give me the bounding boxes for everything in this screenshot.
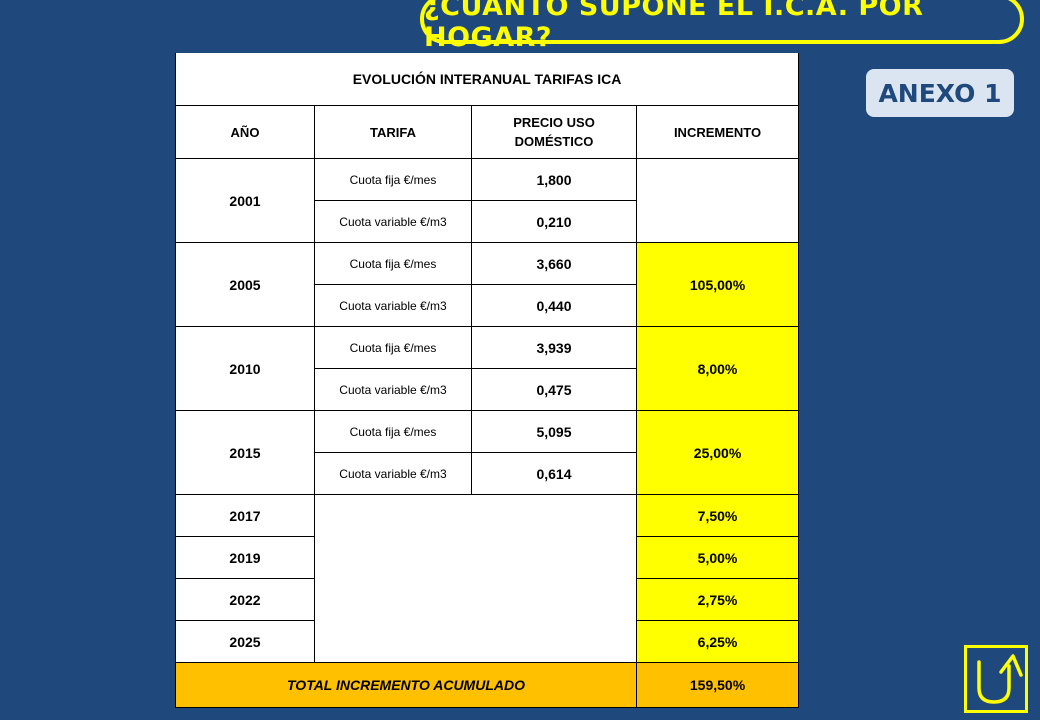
year-cell: 2025 — [175, 620, 315, 663]
tariff-variable-label: Cuota variable €/m3 — [314, 452, 472, 495]
price-variable: 0,475 — [471, 368, 637, 411]
tariff-variable-label: Cuota variable €/m3 — [314, 200, 472, 243]
increment-cell: 105,00% — [635, 242, 800, 327]
header-price-line1: PRECIO USO — [513, 115, 595, 130]
price-variable: 0,210 — [471, 200, 637, 243]
header-year: AÑO — [175, 105, 315, 159]
year-cell: 2005 — [175, 242, 315, 327]
price-variable: 0,440 — [471, 284, 637, 327]
header-price: PRECIO USO DOMÉSTICO — [471, 105, 637, 159]
total-label: TOTAL INCREMENTO ACUMULADO — [175, 662, 637, 708]
annex-badge: ANEXO 1 — [866, 69, 1014, 117]
tariff-fixed-label: Cuota fija €/mes — [314, 158, 472, 201]
total-value: 159,50% — [635, 662, 800, 708]
table-title: EVOLUCIÓN INTERANUAL TARIFAS ICA — [174, 53, 800, 106]
tariff-table: EVOLUCIÓN INTERANUAL TARIFAS ICA AÑO TAR… — [174, 53, 800, 708]
slide-title: ¿CUÁNTO SUPONE EL I.C.A. POR HOGAR? — [420, 0, 1024, 53]
increment-cell-empty — [635, 158, 800, 243]
increment-cell: 7,50% — [635, 494, 800, 537]
price-fixed: 5,095 — [471, 410, 637, 453]
tariff-fixed-label: Cuota fija €/mes — [314, 242, 472, 285]
increment-cell: 6,25% — [635, 620, 800, 663]
header-price-line2: DOMÉSTICO — [514, 134, 594, 149]
return-arrow-icon — [977, 654, 1023, 704]
tariff-fixed-label: Cuota fija €/mes — [314, 410, 472, 453]
empty-block — [314, 494, 637, 663]
price-fixed: 1,800 — [471, 158, 637, 201]
slide-title-text: ¿CUÁNTO SUPONE EL I.C.A. POR HOGAR? — [424, 0, 924, 53]
year-cell: 2010 — [175, 326, 315, 411]
year-cell: 2022 — [175, 578, 315, 621]
tariff-variable-label: Cuota variable €/m3 — [314, 368, 472, 411]
price-variable: 0,614 — [471, 452, 637, 495]
year-cell: 2017 — [175, 494, 315, 537]
increment-cell: 5,00% — [635, 536, 800, 579]
increment-cell: 8,00% — [635, 326, 800, 411]
price-fixed: 3,939 — [471, 326, 637, 369]
tariff-fixed-label: Cuota fija €/mes — [314, 326, 472, 369]
increment-cell: 25,00% — [635, 410, 800, 495]
price-fixed: 3,660 — [471, 242, 637, 285]
return-button[interactable] — [964, 645, 1028, 713]
header-increment: INCREMENTO — [635, 105, 800, 159]
annex-label: ANEXO 1 — [878, 78, 1002, 108]
tariff-variable-label: Cuota variable €/m3 — [314, 284, 472, 327]
increment-cell: 2,75% — [635, 578, 800, 621]
year-cell: 2001 — [175, 158, 315, 243]
header-tariff: TARIFA — [314, 105, 472, 159]
year-cell: 2019 — [175, 536, 315, 579]
year-cell: 2015 — [175, 410, 315, 495]
